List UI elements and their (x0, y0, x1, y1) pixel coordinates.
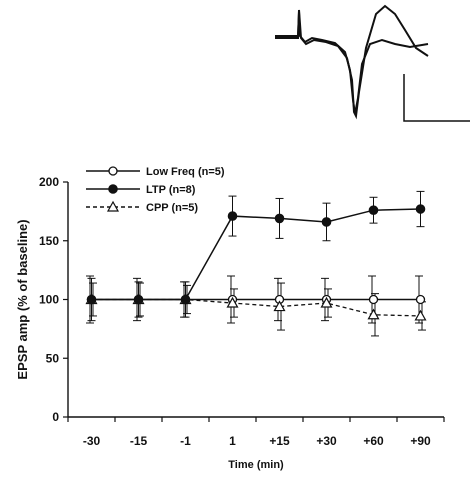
low-freq-point (368, 294, 379, 305)
ltp-point (133, 294, 144, 305)
legend-marker-cpp (106, 200, 120, 212)
legend-label-cpp: CPP (n=5) (146, 202, 198, 214)
waveform-trace-potentiated (275, 4, 429, 120)
y-tick-label: 150 (39, 234, 59, 248)
x-tick-label: -30 (83, 434, 101, 448)
y-axis-title: EPSP amp (% of baseline) (15, 219, 30, 379)
y-tick-label: 50 (46, 351, 60, 365)
legend: Low Freq (n=5) LTP (n=8) CPP (n=5) (86, 166, 225, 214)
cpp-point (414, 309, 427, 321)
x-tick-label: +15 (269, 434, 290, 448)
ltp-point (180, 294, 191, 305)
ltp-point (415, 204, 426, 214)
x-tick-label: +90 (410, 434, 431, 448)
cpp-point (226, 296, 239, 308)
legend-label-low-freq: Low Freq (n=5) (146, 166, 225, 178)
x-tick-label: -1 (180, 434, 191, 448)
plot-area: 0 50 100 150 200 -30 -15 -1 1 +15 +30 +60 +90 Time (m… (15, 175, 445, 471)
ltp-point (368, 205, 379, 215)
ltp-point (227, 211, 238, 221)
x-axis-title: Time (min) (228, 459, 284, 471)
cpp-point (367, 308, 380, 320)
legend-label-ltp: LTP (n=8) (146, 184, 196, 196)
y-tick-label: 0 (52, 410, 59, 424)
cpp-point (273, 300, 286, 312)
legend-marker-low-freq (108, 166, 118, 176)
cpp-series-line (91, 298, 421, 317)
legend-marker-ltp (108, 184, 118, 194)
ltp-point (321, 217, 332, 227)
ltp-point (274, 213, 285, 224)
x-tick-label: 1 (229, 434, 236, 448)
ltp-series-line (91, 208, 421, 301)
ltp-point (86, 294, 97, 305)
low-freq-point (415, 294, 426, 305)
x-tick-label: -15 (130, 434, 148, 448)
y-tick-label: 200 (39, 175, 59, 189)
scale-bar (403, 74, 470, 122)
epsp-trace-inset (275, 4, 470, 122)
y-tick-label: 100 (39, 293, 59, 307)
cpp-point (320, 296, 333, 308)
x-tick-label: +60 (363, 434, 384, 448)
x-tick-label: +30 (316, 434, 337, 448)
